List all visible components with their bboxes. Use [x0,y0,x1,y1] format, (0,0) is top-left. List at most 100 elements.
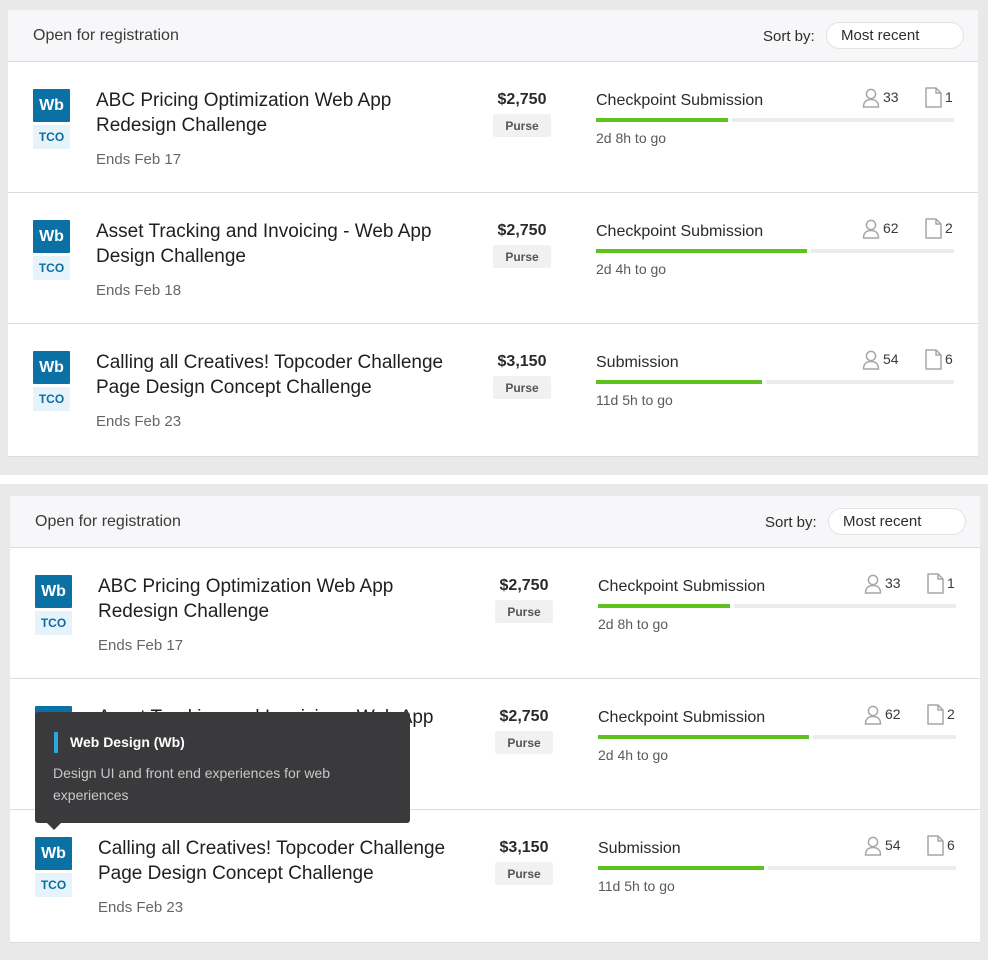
time-left: 2d 4h to go [596,261,667,277]
event-badge[interactable]: TCO [33,256,70,280]
document-icon[interactable] [927,835,944,856]
time-left: 11d 5h to go [596,392,673,408]
time-left: 11d 5h to go [598,878,675,894]
track-badge[interactable]: Wb [35,837,72,870]
prize-amount: $3,150 [499,839,549,856]
challenge-title-link[interactable]: Asset Tracking and Invoicing - Web App D… [96,221,432,267]
person-icon[interactable] [862,219,880,239]
end-date: Ends Feb 18 [96,282,182,299]
challenge-title-link[interactable]: ABC Pricing Optimization Web App Redesig… [98,576,394,622]
tooltip-title: Web Design (Wb) [70,734,185,750]
challenge-row: Wb TCO Calling all Creatives! Topcoder C… [10,810,980,943]
end-date: Ends Feb 23 [96,413,182,430]
current-phase: Checkpoint Submission [598,578,766,595]
phase-progress-fill [598,604,735,608]
phase-progress-fill [598,735,814,739]
prize-amount: $2,750 [497,222,547,239]
challenge-row: Wb TCO Asset Tracking and Invoicing - We… [8,193,978,324]
submissions-count[interactable]: 6 [947,837,955,853]
current-phase: Submission [598,840,681,857]
submissions-count[interactable]: 1 [947,575,955,591]
purse-label: Purse [495,731,553,754]
submissions-count[interactable]: 2 [947,706,955,722]
time-left: 2d 8h to go [598,616,669,632]
sort-select[interactable]: Most recent [828,508,966,535]
end-date: Ends Feb 17 [98,637,184,654]
phase-progress-bar [598,604,956,608]
phase-progress-bar [596,118,954,122]
document-icon[interactable] [925,87,942,108]
challenge-title-link[interactable]: ABC Pricing Optimization Web App Redesig… [96,90,392,136]
person-icon[interactable] [864,705,882,725]
phase-progress-bar [596,380,954,384]
challenge-title-link[interactable]: Calling all Creatives! Topcoder Challeng… [96,352,444,398]
list-title: Open for registration [33,27,179,44]
track-badge[interactable]: Wb [35,575,72,608]
purse-label: Purse [493,376,551,399]
tooltip-description: Design UI and front end experiences for … [53,765,331,803]
track-badge[interactable]: Wb [33,89,70,122]
person-icon[interactable] [862,88,880,108]
end-date: Ends Feb 23 [98,899,184,916]
sort-select[interactable]: Most recent [826,22,964,49]
challenge-title-link[interactable]: Calling all Creatives! Topcoder Challeng… [98,838,446,884]
submissions-count[interactable]: 1 [945,89,953,105]
registrants-count[interactable]: 54 [883,351,899,367]
prize-amount: $2,750 [497,91,547,108]
challenge-rows: Wb TCO ABC Pricing Optimization Web App … [8,62,978,457]
phase-progress-bar [598,866,956,870]
track-badge[interactable]: Wb [33,351,70,384]
sort-label: Sort by: [763,28,815,45]
current-phase: Checkpoint Submission [596,92,764,109]
end-date: Ends Feb 17 [96,151,182,168]
challenge-row: Wb TCO Calling all Creatives! Topcoder C… [8,324,978,457]
phase-progress-bar [596,249,954,253]
challenge-list: Open for registration Sort by: Most rece… [8,10,978,457]
person-icon[interactable] [862,350,880,370]
event-badge[interactable]: TCO [35,611,72,635]
submissions-count[interactable]: 2 [945,220,953,236]
current-phase: Checkpoint Submission [596,223,764,240]
sort-label: Sort by: [765,514,817,531]
prize-amount: $2,750 [499,708,549,725]
time-left: 2d 4h to go [598,747,669,763]
event-badge[interactable]: TCO [33,125,70,149]
submissions-count[interactable]: 6 [945,351,953,367]
purse-label: Purse [493,114,551,137]
purse-label: Purse [493,245,551,268]
registrants-count[interactable]: 54 [885,837,901,853]
prize-amount: $2,750 [499,577,549,594]
registrants-count[interactable]: 62 [885,706,901,722]
phase-progress-fill [598,866,769,870]
current-phase: Checkpoint Submission [598,709,766,726]
purse-label: Purse [495,600,553,623]
registrants-count[interactable]: 33 [885,575,901,591]
document-icon[interactable] [927,573,944,594]
person-icon[interactable] [864,836,882,856]
event-badge[interactable]: TCO [33,387,70,411]
phase-progress-fill [596,118,733,122]
phase-progress-fill [596,249,812,253]
list-header: Open for registration Sort by: Most rece… [8,10,978,62]
registrants-count[interactable]: 62 [883,220,899,236]
list-header: Open for registration Sort by: Most rece… [10,496,980,548]
document-icon[interactable] [925,218,942,239]
phase-progress-fill [596,380,767,384]
list-title: Open for registration [35,513,181,530]
document-icon[interactable] [927,704,944,725]
document-icon[interactable] [925,349,942,370]
registrants-count[interactable]: 33 [883,89,899,105]
prize-amount: $3,150 [497,353,547,370]
event-badge[interactable]: TCO [35,873,72,897]
challenge-list-panel-top: Open for registration Sort by: Most rece… [0,0,988,475]
challenge-row: Wb TCO ABC Pricing Optimization Web App … [10,548,980,679]
track-tooltip: Web Design (Wb) Design UI and front end … [35,712,410,830]
time-left: 2d 8h to go [596,130,667,146]
challenge-row: Wb TCO ABC Pricing Optimization Web App … [8,62,978,193]
person-icon[interactable] [864,574,882,594]
purse-label: Purse [495,862,553,885]
phase-progress-bar [598,735,956,739]
current-phase: Submission [596,354,679,371]
tooltip-accent-bar [54,732,58,753]
track-badge[interactable]: Wb [33,220,70,253]
